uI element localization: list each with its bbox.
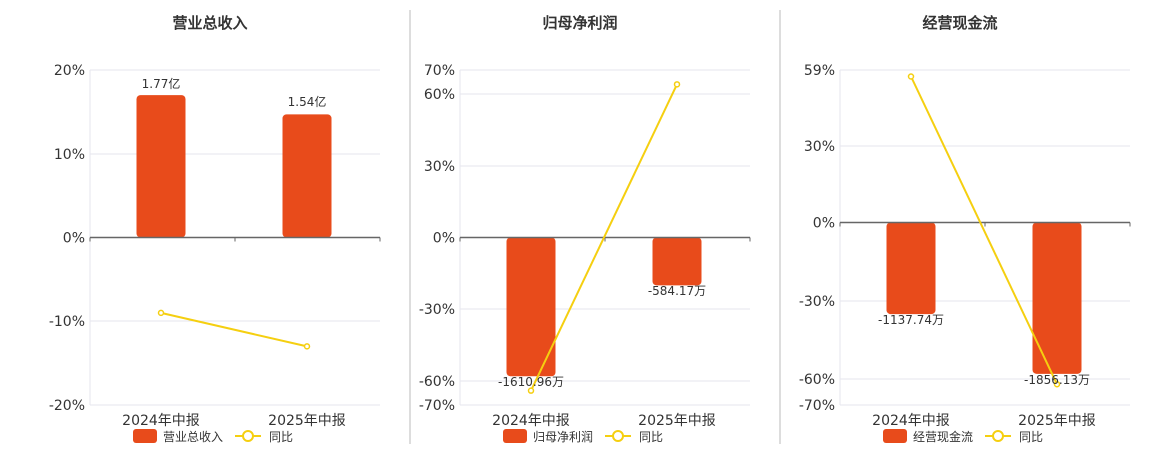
y-tick-label: -70% — [419, 398, 455, 414]
y-tick-label: 30% — [424, 159, 455, 175]
bar[interactable] — [506, 237, 556, 377]
x-category-label: 2025年中报 — [1018, 413, 1096, 429]
bar-value-label: -1856.13万 — [1024, 373, 1090, 387]
legend-swatch-marker — [612, 430, 624, 442]
chart-panel-3: 经营现金流 59% 30% 0% -30% -60% -70% -1137.74万 -1856.… — [799, 14, 1131, 444]
yoy-point[interactable] — [303, 343, 311, 350]
yoy-point[interactable] — [907, 73, 915, 80]
chart-title: 营业总收入 — [172, 14, 247, 32]
bar-value-label: -584.17万 — [648, 284, 706, 298]
bar[interactable] — [886, 222, 936, 315]
legend: 营业总收入 同比 — [133, 429, 293, 444]
yoy-line — [530, 83, 678, 392]
chart-panel-1: 营业总收入 20% 10% 0% -10% -20% 1.77亿 1.54亿 2024年中报 20… — [49, 14, 381, 444]
bar[interactable] — [282, 114, 332, 238]
y-tick-label: 20% — [54, 63, 85, 79]
bar[interactable] — [1032, 222, 1082, 374]
yoy-point[interactable] — [1053, 380, 1061, 388]
y-tick-label: 0% — [63, 231, 85, 247]
y-tick-label: -60% — [419, 374, 455, 390]
legend-swatch-marker — [992, 430, 1004, 442]
bar[interactable] — [136, 95, 186, 238]
x-category-label: 2024年中报 — [492, 413, 570, 429]
yoy-point[interactable] — [673, 81, 681, 88]
legend-swatch-bar — [503, 429, 527, 443]
chart-panel-2: 归母净利润 70% 60% 30% 0% -30% -60% -70% -1610.96万 -58… — [419, 14, 751, 444]
bar-value-label: -1610.96万 — [498, 375, 564, 389]
x-category-label: 2024年中报 — [122, 413, 200, 429]
y-tick-label: 10% — [54, 147, 85, 163]
y-tick-label: 70% — [424, 63, 455, 79]
x-category-label: 2025年中报 — [268, 413, 346, 429]
bar-value-label: -1137.74万 — [878, 313, 944, 327]
legend-swatch-marker — [242, 430, 254, 442]
y-tick-label: 0% — [433, 231, 455, 247]
y-tick-label: -10% — [49, 314, 85, 330]
yoy-point[interactable] — [157, 309, 165, 317]
y-tick-label: 0% — [813, 216, 835, 232]
bar[interactable] — [652, 237, 702, 286]
x-category-label: 2025年中报 — [638, 413, 716, 429]
legend-label: 同比 — [639, 430, 663, 444]
chart-title: 经营现金流 — [922, 14, 997, 32]
y-tick-label: -20% — [49, 398, 85, 414]
y-tick-label: -30% — [419, 302, 455, 318]
legend-label: 营业总收入 — [163, 430, 223, 444]
y-tick-label: -70% — [799, 398, 835, 414]
legend: 经营现金流 同比 — [883, 429, 1043, 444]
legend-label: 同比 — [1019, 430, 1043, 444]
y-tick-label: -30% — [799, 294, 835, 310]
y-tick-label: 59% — [804, 63, 835, 79]
yoy-point[interactable] — [527, 387, 535, 394]
y-tick-label: 60% — [424, 87, 455, 103]
legend-swatch-bar — [883, 429, 907, 443]
bar-value-label: 1.54亿 — [288, 94, 327, 109]
legend-label: 经营现金流 — [913, 429, 973, 444]
x-category-label: 2024年中报 — [872, 413, 950, 429]
legend-label: 归母净利润 — [533, 430, 593, 444]
legend-swatch-bar — [133, 429, 157, 443]
bar-value-label: 1.77亿 — [142, 76, 181, 91]
y-tick-label: 30% — [804, 139, 835, 155]
chart-title: 归母净利润 — [542, 14, 617, 32]
legend: 归母净利润 同比 — [503, 429, 663, 444]
legend-label: 同比 — [269, 430, 293, 444]
yoy-line — [910, 76, 1058, 385]
y-tick-label: -60% — [799, 372, 835, 388]
yoy-line — [160, 311, 308, 348]
